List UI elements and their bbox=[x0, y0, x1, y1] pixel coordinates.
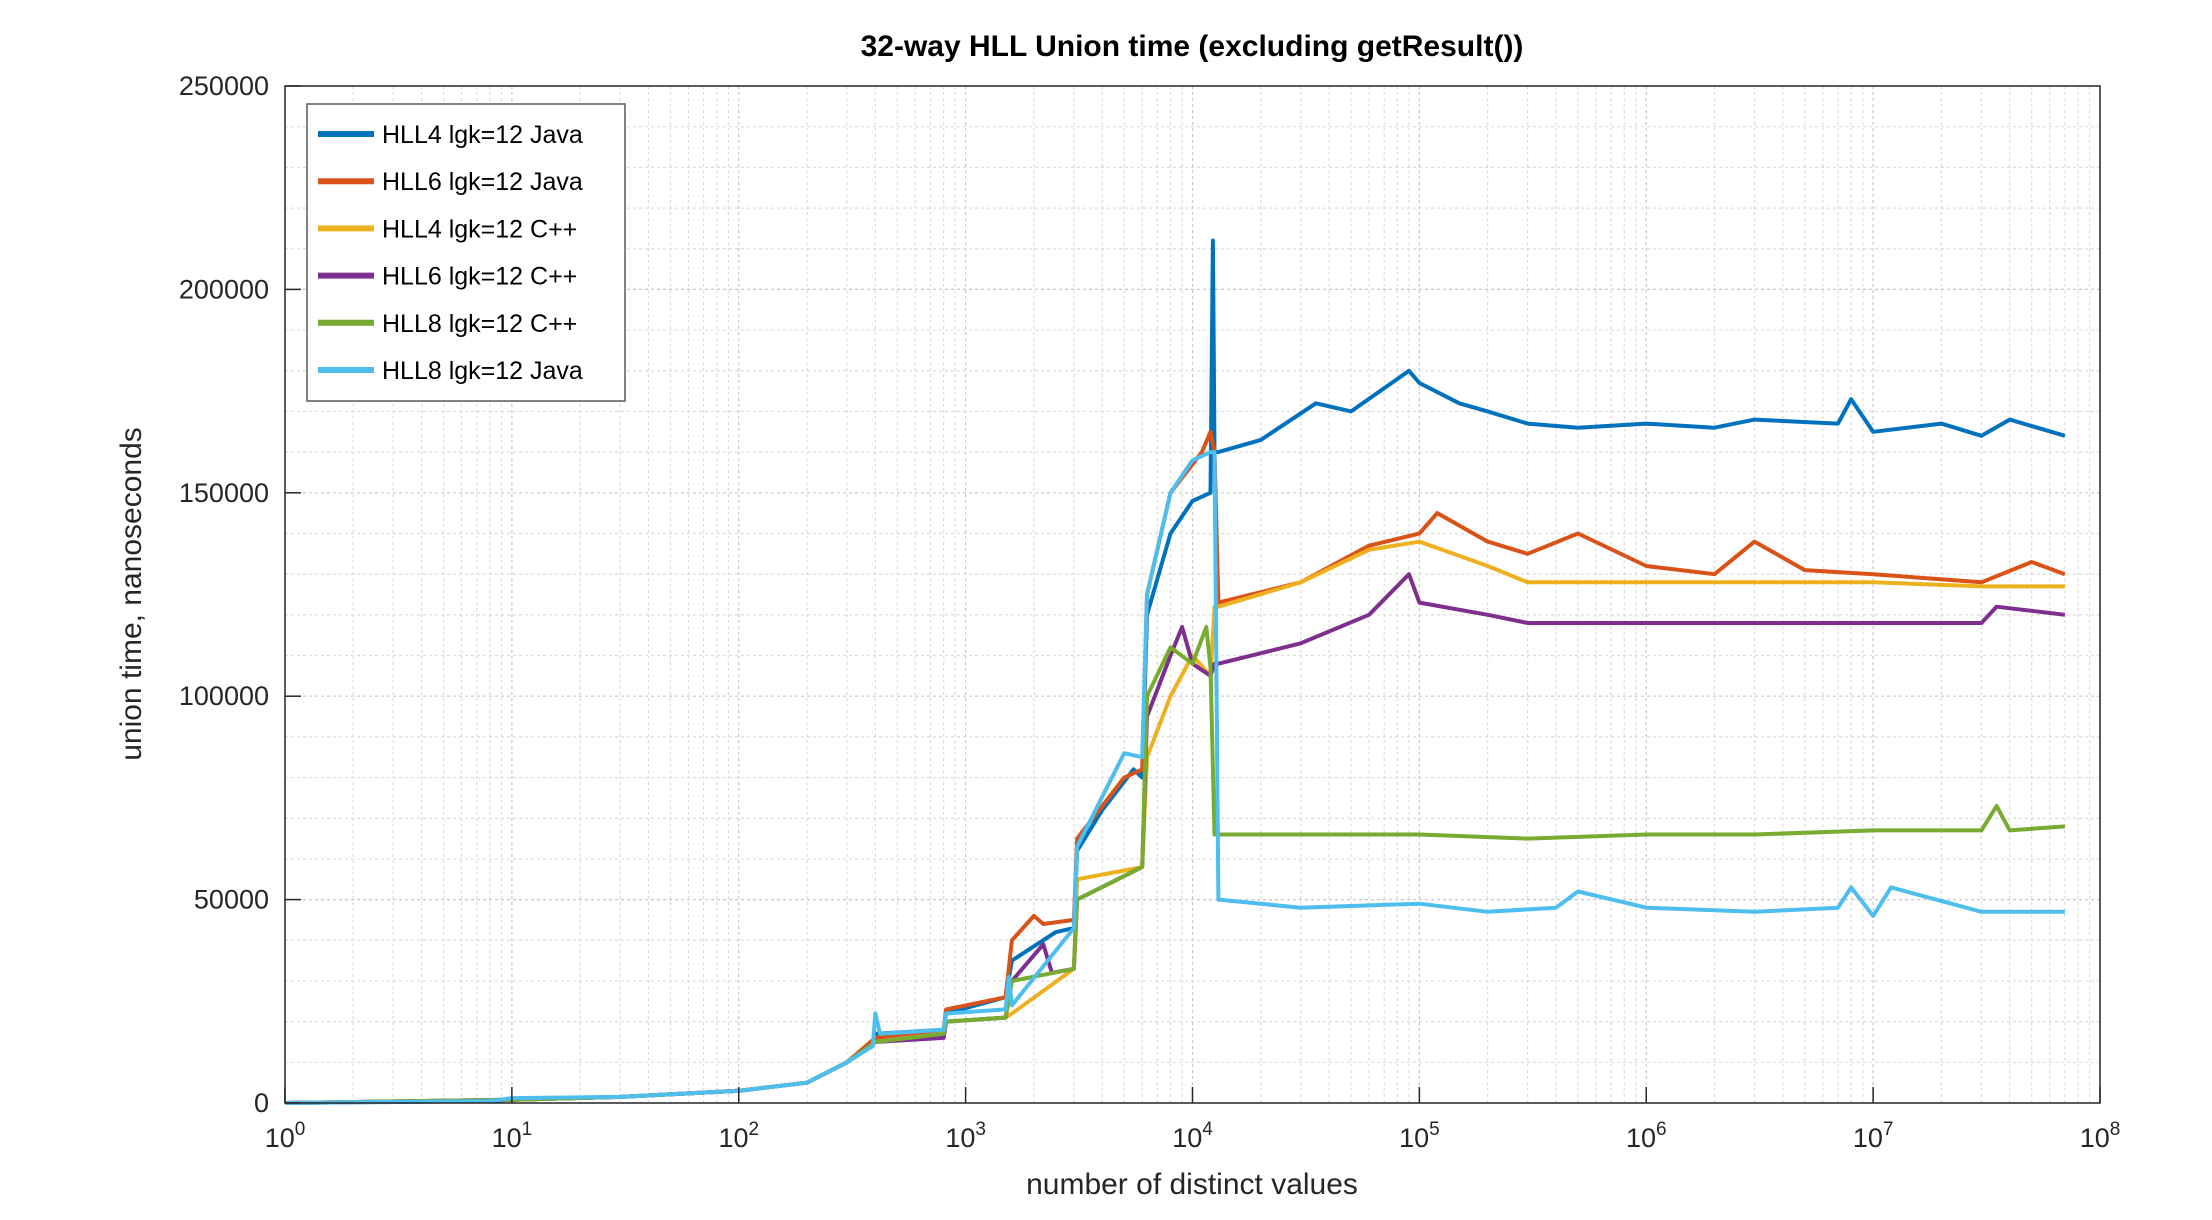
y-tick-label: 250000 bbox=[179, 71, 269, 101]
y-axis: 0 50000 100000 150000 200000 250000 bbox=[179, 71, 301, 1118]
x-axis: 100 101 102 103 104 105 106 107 108 bbox=[265, 1087, 2121, 1153]
x-tick-label: 107 bbox=[1853, 1119, 1894, 1153]
y-tick-label: 0 bbox=[254, 1088, 269, 1118]
legend-box bbox=[306, 103, 626, 402]
x-axis-label: number of distinct values bbox=[1026, 1168, 1358, 1201]
legend-label: HLL6 lgk=12 Java bbox=[382, 168, 583, 196]
series-line-1 bbox=[284, 429, 2066, 1105]
legend-label: HLL4 lgk=12 C++ bbox=[382, 215, 577, 243]
x-tick-label: 100 bbox=[265, 1119, 306, 1153]
series-line-3 bbox=[284, 572, 2066, 1105]
series-lines bbox=[284, 238, 2066, 1105]
x-tick-label: 101 bbox=[492, 1119, 533, 1153]
x-tick-label: 105 bbox=[1399, 1119, 1440, 1153]
y-axis-label: union time, nanoseconds bbox=[115, 427, 148, 761]
x-tick-label: 104 bbox=[1172, 1119, 1213, 1153]
y-tick-label: 50000 bbox=[194, 885, 269, 915]
legend-label: HLL8 lgk=12 C++ bbox=[382, 310, 577, 338]
y-tick-label: 200000 bbox=[179, 274, 269, 304]
x-tick-label: 103 bbox=[945, 1119, 986, 1153]
chart-title: 32-way HLL Union time (excluding getResu… bbox=[861, 30, 1524, 63]
legend: HLL4 lgk=12 Java HLL6 lgk=12 Java HLL4 lgk… bbox=[306, 103, 626, 402]
legend-label: HLL4 lgk=12 Java bbox=[382, 121, 583, 149]
x-tick-label: 106 bbox=[1626, 1119, 1667, 1153]
legend-label: HLL6 lgk=12 C++ bbox=[382, 263, 577, 291]
legend-label: HLL8 lgk=12 Java bbox=[382, 357, 583, 385]
x-tick-label: 102 bbox=[718, 1119, 759, 1153]
y-tick-label: 150000 bbox=[179, 478, 269, 508]
grid bbox=[284, 85, 2100, 1104]
series-line-4 bbox=[284, 625, 2066, 1105]
y-tick-label: 100000 bbox=[179, 681, 269, 711]
series-line-5 bbox=[284, 450, 2065, 1105]
series-line-2 bbox=[284, 539, 2065, 1105]
x-tick-label: 108 bbox=[2080, 1119, 2121, 1153]
